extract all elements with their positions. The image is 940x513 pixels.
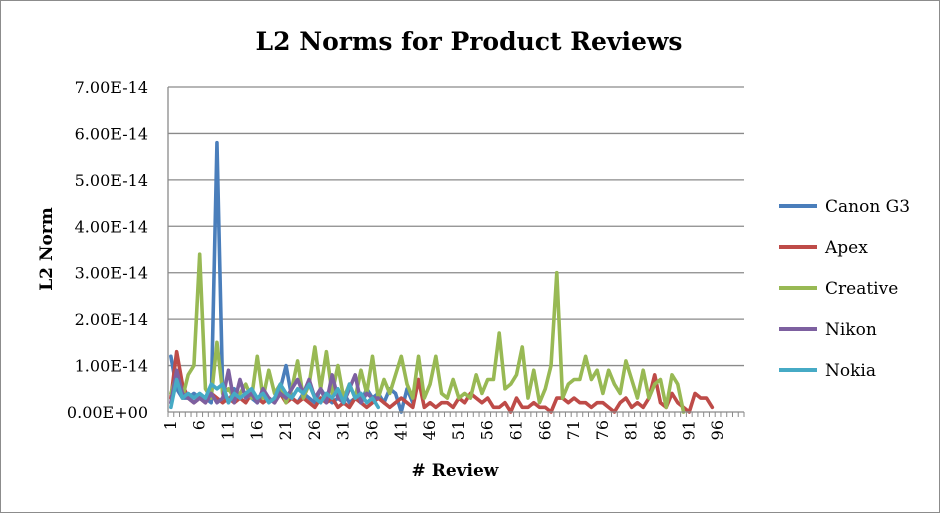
gridlines — [168, 86, 744, 367]
x-tick-label: 11 — [218, 420, 237, 440]
y-tick-label: 7.00E-14 — [75, 78, 148, 97]
legend-label: Nokia — [825, 361, 876, 381]
series-line-nokia — [169, 377, 381, 410]
x-tick-label: 56 — [478, 420, 497, 440]
y-tick-label: 0.00E+00 — [67, 403, 148, 422]
x-tick-label: 91 — [679, 420, 698, 440]
legend-label: Creative — [825, 279, 898, 299]
y-axis-label: L2 Norm — [37, 207, 57, 291]
series-line-creative — [169, 252, 686, 414]
y-tick-label: 1.00E-14 — [75, 357, 148, 376]
x-tick-label: 46 — [420, 420, 439, 440]
x-tick-label: 86 — [650, 420, 669, 440]
x-tick-label: 1 — [161, 420, 180, 430]
x-tick-label: 81 — [622, 420, 641, 440]
series-line-apex — [169, 349, 715, 414]
x-tick-label: 21 — [276, 420, 295, 440]
chart-title: L2 Norms for Product Reviews — [256, 27, 683, 56]
x-tick-label: 31 — [334, 420, 353, 440]
x-tick-label: 16 — [247, 420, 266, 440]
y-tick-label: 4.00E-14 — [75, 217, 148, 236]
series-lines — [169, 140, 715, 414]
x-tick-label: 76 — [593, 420, 612, 440]
x-tick-label: 36 — [362, 420, 381, 440]
y-tick-label: 3.00E-14 — [75, 264, 148, 283]
y-tick-label: 5.00E-14 — [75, 171, 148, 190]
x-tick-label: 61 — [506, 420, 525, 440]
legend-label: Canon G3 — [825, 197, 910, 217]
y-tick-label: 6.00E-14 — [75, 124, 148, 143]
x-tick-label: 51 — [449, 420, 468, 440]
y-tick-label: 2.00E-14 — [75, 310, 148, 329]
x-axis-ticks: 1 6 11 16 21 26 31 36 41 46 51 56 61 66 71 76 81 86 91 96 — [161, 412, 745, 440]
x-tick-label: 26 — [305, 420, 324, 440]
x-tick-label: 41 — [391, 420, 410, 440]
legend: Canon G3 Apex Creative Nikon Nokia — [779, 197, 910, 381]
series-line-canon-g3 — [169, 140, 415, 414]
y-axis-ticks: 0.00E+00 1.00E-14 2.00E-14 3.00E-14 4.00E-14… — [67, 78, 148, 422]
x-tick-label: 71 — [564, 420, 583, 440]
x-tick-label: 96 — [708, 420, 727, 440]
legend-label: Nikon — [825, 320, 877, 340]
legend-label: Apex — [824, 238, 868, 258]
x-tick-label: 66 — [535, 420, 554, 440]
x-axis-label: # Review — [412, 461, 499, 481]
x-tick-label: 6 — [190, 420, 209, 430]
